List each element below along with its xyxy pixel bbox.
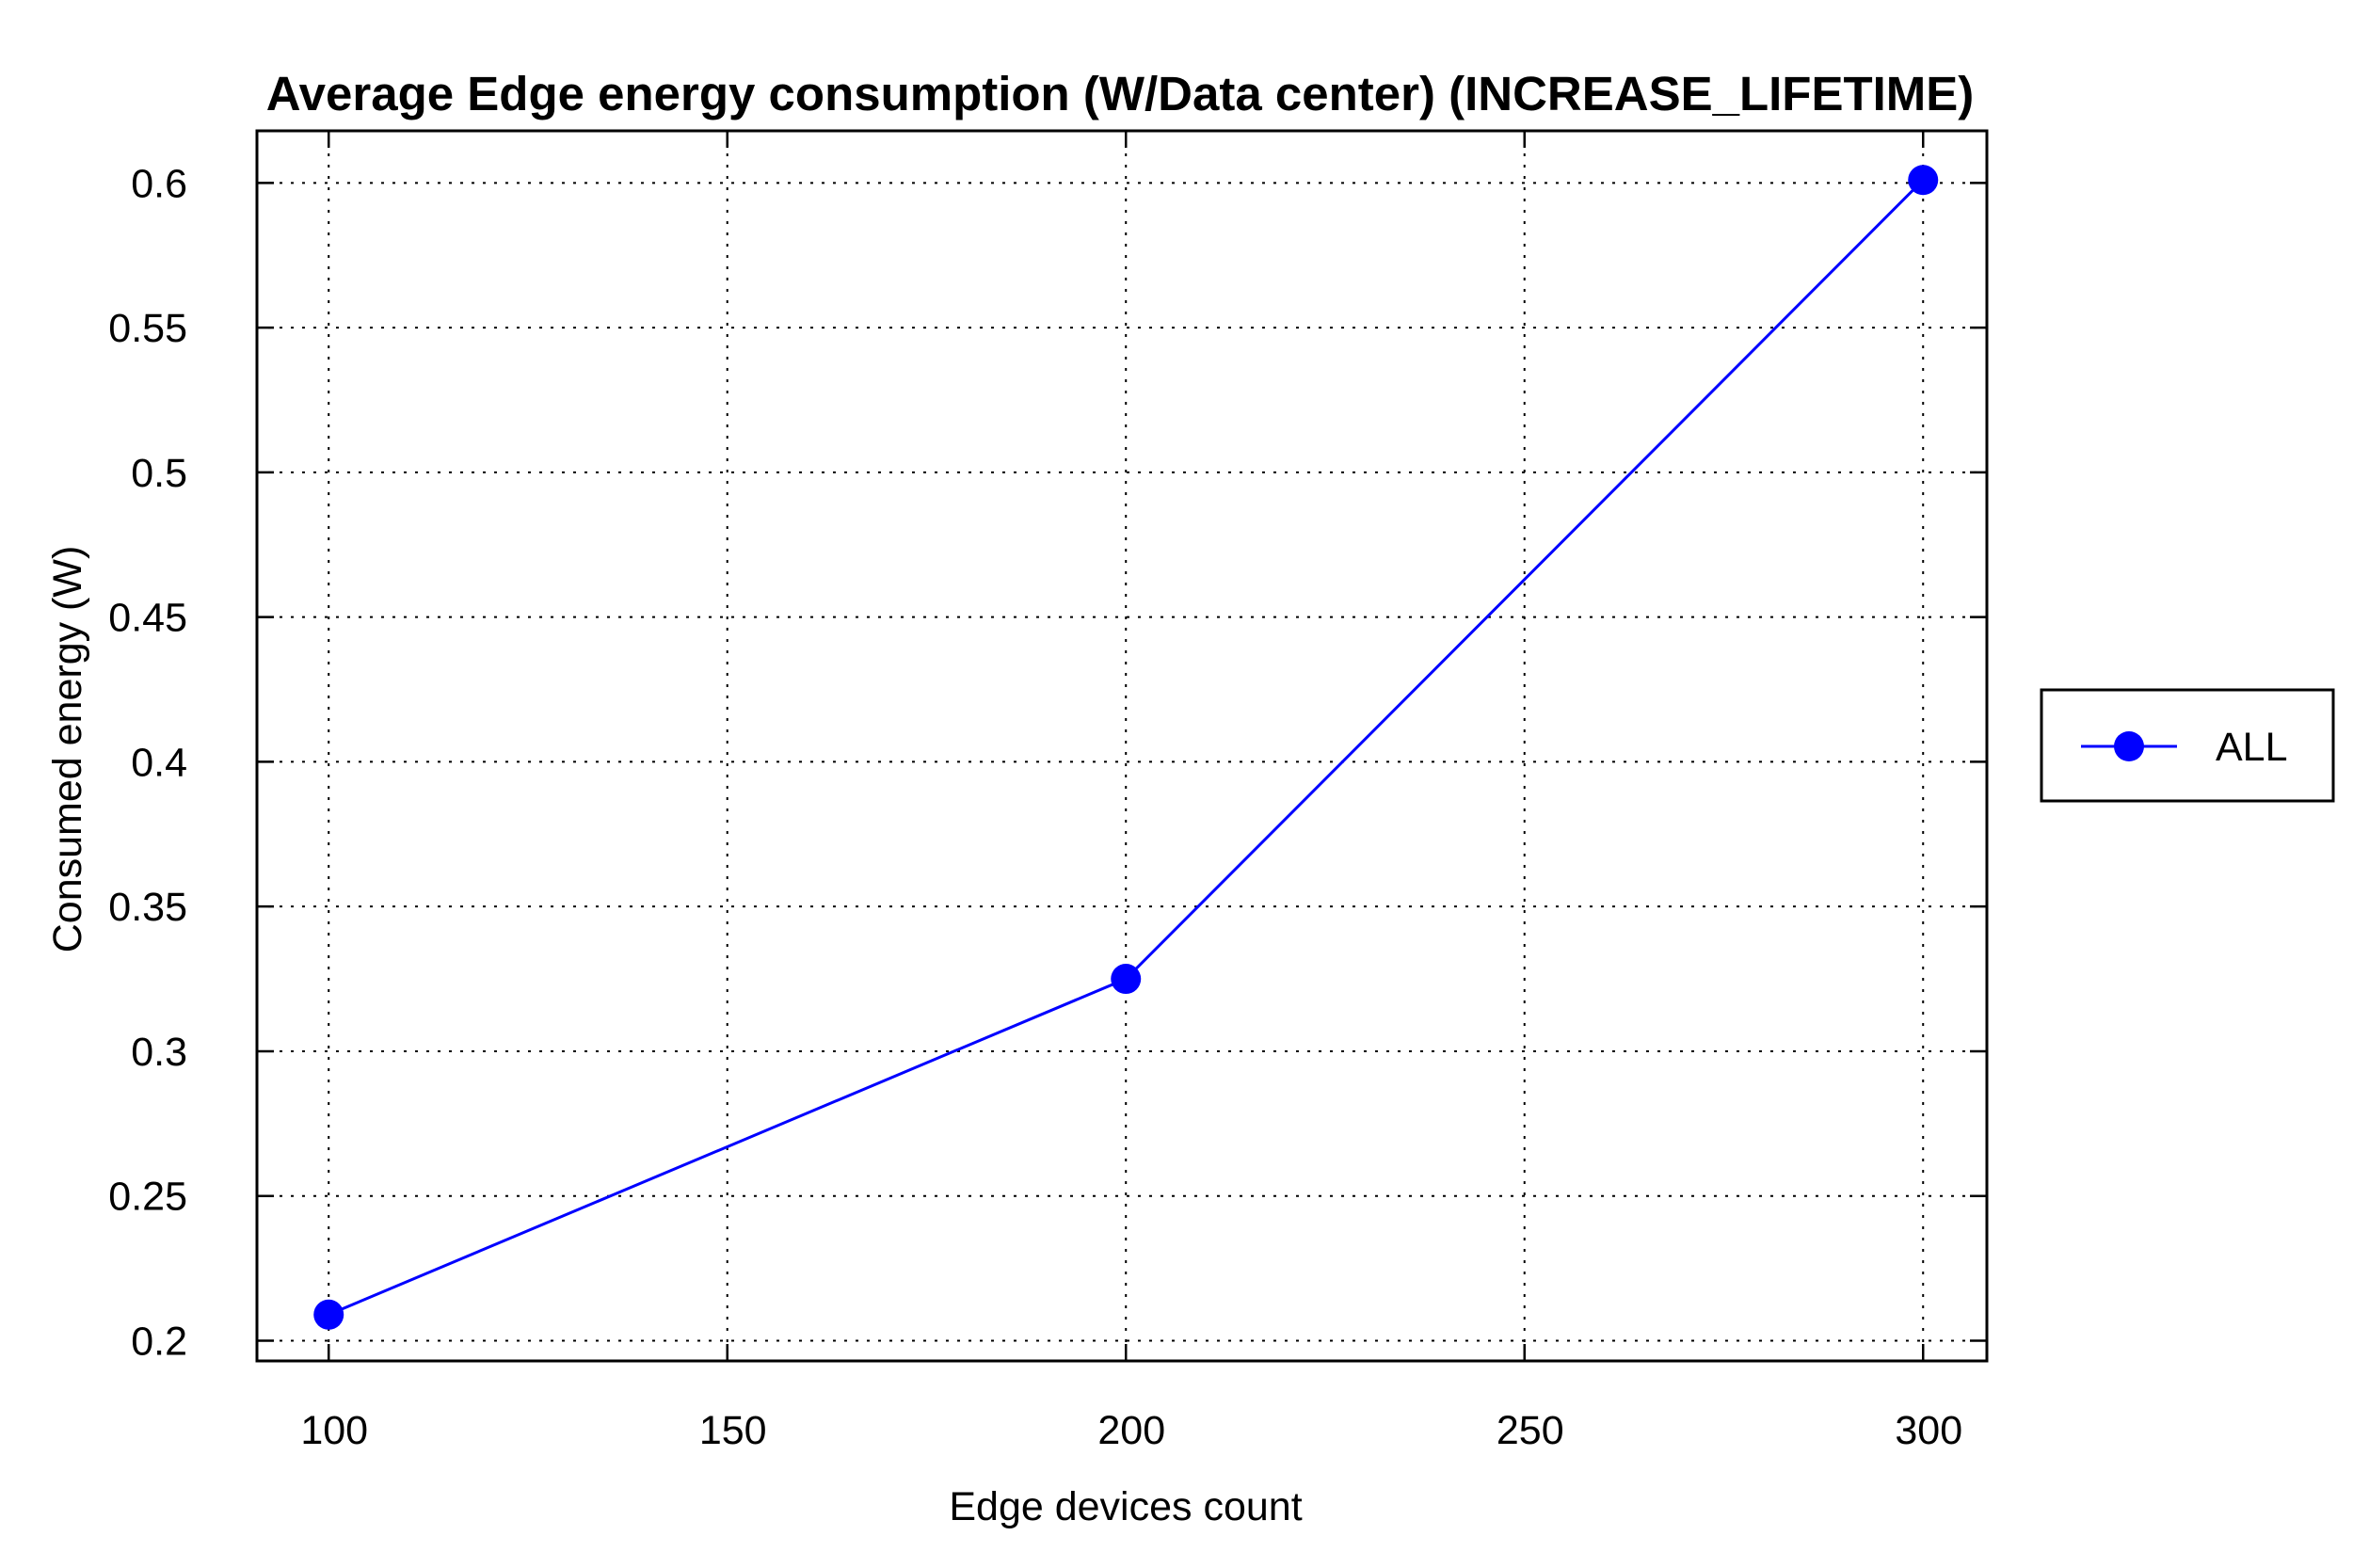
legend-label-all: ALL bbox=[2216, 725, 2288, 770]
data-point bbox=[1908, 165, 1939, 196]
y-axis-tick-labels: 0.2 0.25 0.3 0.35 0.4 0.45 0.5 0.55 0.6 bbox=[108, 161, 187, 1364]
y-tick-label: 0.3 bbox=[131, 1030, 187, 1075]
legend: ALL bbox=[2040, 688, 2335, 803]
y-tick-label: 0.55 bbox=[108, 306, 187, 351]
y-tick-label: 0.35 bbox=[108, 885, 187, 930]
x-tick-label: 100 bbox=[300, 1408, 368, 1453]
y-tick-label: 0.25 bbox=[108, 1175, 187, 1220]
y-tick-label: 0.45 bbox=[108, 596, 187, 641]
x-tick-label: 300 bbox=[1895, 1408, 1962, 1453]
axis-ticks bbox=[257, 131, 1987, 1361]
y-tick-label: 0.5 bbox=[131, 451, 187, 496]
y-tick-label: 0.2 bbox=[131, 1319, 187, 1364]
legend-marker-swatch bbox=[2114, 731, 2144, 761]
x-tick-label: 200 bbox=[1097, 1408, 1165, 1453]
data-point bbox=[313, 1299, 344, 1330]
x-tick-label: 150 bbox=[699, 1408, 767, 1453]
plot-area-frame bbox=[255, 129, 1989, 1363]
y-tick-label: 0.4 bbox=[131, 740, 187, 785]
series-layer bbox=[313, 165, 1939, 1330]
x-axis-tick-labels: 100 150 200 250 300 bbox=[300, 1408, 1962, 1453]
grid-lines bbox=[257, 131, 1987, 1361]
y-tick-label: 0.6 bbox=[131, 161, 187, 206]
x-axis-label: Edge devices count bbox=[949, 1484, 1302, 1529]
y-axis-label: Consumed energy (W) bbox=[45, 546, 90, 953]
x-tick-label: 250 bbox=[1497, 1408, 1564, 1453]
data-point bbox=[1111, 964, 1142, 995]
chart-title: Average Edge energy consumption (W/Data … bbox=[266, 67, 1975, 120]
